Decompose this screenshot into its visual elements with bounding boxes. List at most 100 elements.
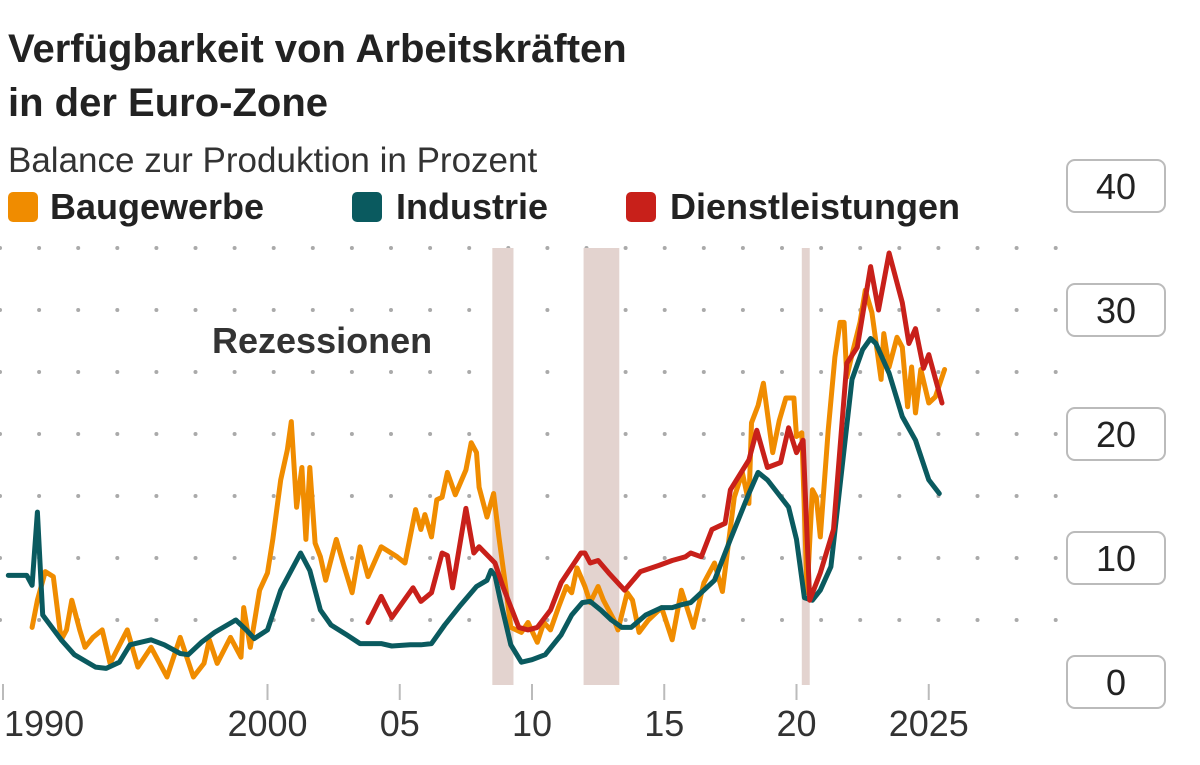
grid-dot — [232, 556, 237, 560]
grid-dot — [701, 246, 706, 250]
legend-swatch-industrie — [352, 192, 382, 222]
grid-dot — [115, 370, 120, 374]
y-tick-box — [1066, 655, 1166, 709]
grid-dot — [1053, 494, 1058, 498]
grid-dot — [545, 494, 550, 498]
grid-dot — [897, 308, 902, 312]
grid-dot — [310, 618, 315, 622]
grid-dot — [1014, 432, 1019, 436]
x-tick-label: 2025 — [889, 703, 969, 744]
grid-dot — [271, 432, 276, 436]
grid-dot — [115, 246, 120, 250]
grid-dot — [545, 556, 550, 560]
grid-dot — [389, 308, 393, 312]
grid-dot — [310, 246, 315, 250]
grid-dot — [115, 432, 120, 436]
grid-dot — [37, 370, 42, 374]
y-tick-box — [1066, 283, 1166, 337]
grid-dot — [936, 432, 941, 436]
grid-dot — [193, 246, 198, 250]
grid-dot — [701, 618, 706, 622]
chart-subtitle: Balance zur Produktion in Prozent — [8, 141, 537, 180]
grid-dot — [975, 618, 980, 622]
grid-dot — [701, 432, 706, 436]
grid-dot — [1014, 308, 1019, 312]
grid-dot — [154, 618, 159, 622]
grid-dot — [389, 432, 393, 436]
grid-dot — [467, 556, 472, 560]
grid-dot — [389, 370, 393, 374]
grid-dot — [740, 308, 745, 312]
grid-dot — [1014, 370, 1019, 374]
grid-dot — [740, 432, 745, 436]
grid-dot — [897, 432, 902, 436]
grid-dot — [154, 246, 159, 250]
grid-dot — [115, 308, 120, 312]
grid-dot — [623, 556, 628, 560]
grid-dot — [193, 494, 198, 498]
grid-dot — [193, 556, 198, 560]
grid-dot — [858, 370, 863, 374]
grid-dot — [1014, 556, 1019, 560]
grid-dot — [1053, 308, 1058, 312]
grid-dot — [975, 556, 980, 560]
grid-dot — [1053, 370, 1058, 374]
grid-dot — [740, 246, 745, 250]
grid-dot — [271, 308, 276, 312]
grid-dot — [389, 246, 393, 250]
grid-dot — [897, 246, 902, 250]
grid-dot — [858, 432, 863, 436]
grid-dot — [0, 308, 2, 312]
grid-dot — [780, 246, 784, 250]
grid-dot — [897, 618, 902, 622]
grid-dot — [740, 494, 745, 498]
grid-dot — [819, 246, 824, 250]
grid-dot — [662, 370, 667, 374]
grid-dot — [349, 494, 354, 498]
grid-dot — [349, 370, 354, 374]
grid-dot — [428, 494, 433, 498]
grid-dot — [428, 618, 433, 622]
grid-dot — [271, 246, 276, 250]
grid-dot — [310, 556, 315, 560]
grid-dot — [780, 370, 784, 374]
grid-dot — [975, 246, 980, 250]
grid-dot — [37, 246, 42, 250]
series-line-baugewerbe — [29, 287, 948, 680]
y-tick-box — [1066, 159, 1166, 213]
grid-dot — [154, 308, 159, 312]
grid-dot — [349, 246, 354, 250]
grid-dot — [154, 370, 159, 374]
grid-dot — [858, 246, 863, 250]
grid-dot — [545, 308, 550, 312]
grid-dot — [154, 556, 159, 560]
grid-dot — [545, 246, 550, 250]
legend-label-baugewerbe: Baugewerbe — [50, 186, 264, 227]
grid-dot — [467, 432, 472, 436]
grid-dot — [232, 246, 237, 250]
grid-dot — [349, 618, 354, 622]
grid-dot — [858, 494, 863, 498]
grid-dot — [0, 370, 2, 374]
y-tick-label: 30 — [1096, 290, 1136, 331]
grid-dot — [623, 618, 628, 622]
grid-dot — [428, 308, 433, 312]
grid-dot — [858, 556, 863, 560]
grid-dot — [232, 308, 237, 312]
y-tick-box — [1066, 531, 1166, 585]
grid-dot — [115, 618, 120, 622]
grid-dot — [545, 432, 550, 436]
grid-dot — [701, 308, 706, 312]
grid-dot — [623, 370, 628, 374]
x-axis: 1990 2000 05 10 15 20 2025 — [2, 684, 969, 744]
grid-dot — [76, 308, 81, 312]
grid-dot — [1014, 494, 1019, 498]
grid-dot — [936, 246, 941, 250]
grid-dot — [623, 494, 628, 498]
grid-dot — [701, 370, 706, 374]
grid-dot — [389, 494, 393, 498]
grid-dot — [1053, 556, 1058, 560]
x-tick-label: 2000 — [227, 703, 307, 744]
grid-dot — [310, 370, 315, 374]
